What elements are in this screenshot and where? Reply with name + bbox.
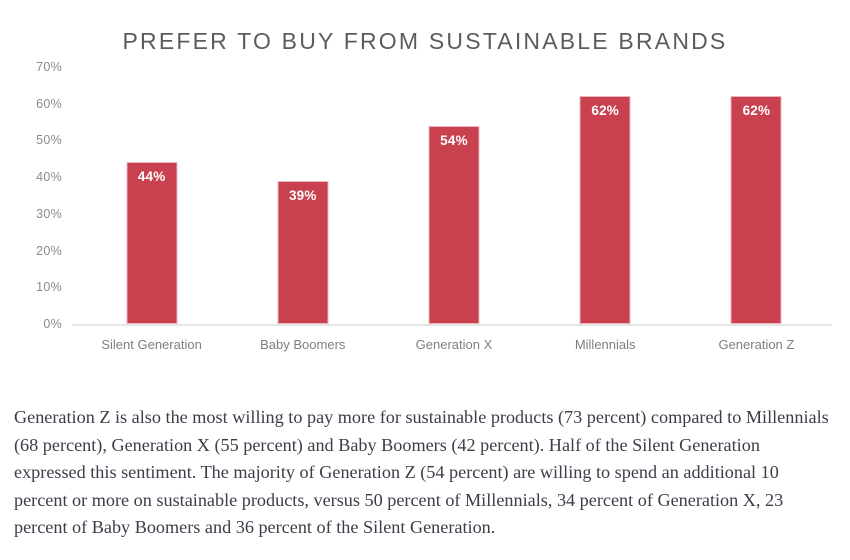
bar[interactable]: 62% xyxy=(730,96,782,324)
y-axis-tick-label: 10% xyxy=(36,280,62,295)
y-axis-tick-label: 60% xyxy=(36,96,62,111)
x-axis-category-label: Silent Generation xyxy=(101,337,202,352)
bar-group: 62% Millennials xyxy=(530,0,681,370)
bar[interactable]: 54% xyxy=(428,125,480,324)
x-axis-category-label: Millennials xyxy=(574,337,636,352)
bar-value-label: 62% xyxy=(742,103,771,119)
bar-value-label: 62% xyxy=(591,103,619,119)
x-axis-category-label: Baby Boomers xyxy=(260,337,346,352)
bar-group: 54% Generation X xyxy=(378,0,529,370)
x-axis-category-label: Generation Z xyxy=(718,337,795,352)
x-axis-baseline xyxy=(72,324,832,326)
bar-group: 44% Silent Generation xyxy=(76,0,227,370)
chart-title: PREFER TO BUY FROM SUSTAINABLE BRANDS xyxy=(122,28,728,54)
x-axis-category-label: Generation X xyxy=(415,337,493,352)
bar-chart-figure: PREFER TO BUY FROM SUSTAINABLE BRANDS 70… xyxy=(36,0,832,370)
y-axis-tick-label: 70% xyxy=(36,60,62,74)
bar-value-label: 54% xyxy=(440,132,468,148)
y-axis-tick-label: 0% xyxy=(43,317,62,331)
y-axis-tick-label: 20% xyxy=(36,243,62,258)
bar[interactable]: 62% xyxy=(579,96,631,324)
bar-value-label: 39% xyxy=(288,187,317,203)
bar[interactable]: 44% xyxy=(126,162,178,324)
plot-area: 70% 60% 50% 40% 30% 20% 10% 0% 44% Silent Genera… xyxy=(36,0,832,370)
bar-group: 39% Baby Boomers xyxy=(227,0,378,370)
bar[interactable]: 39% xyxy=(277,180,329,324)
y-axis-tick-label: 30% xyxy=(36,206,62,221)
bar-value-label: 44% xyxy=(137,169,166,185)
body-paragraph: Generation Z is also the most willing to… xyxy=(14,407,829,538)
y-axis-tick-label: 50% xyxy=(36,133,62,148)
y-axis-tick-label: 40% xyxy=(36,170,62,185)
bar-group: 62% Generation Z xyxy=(681,0,832,370)
